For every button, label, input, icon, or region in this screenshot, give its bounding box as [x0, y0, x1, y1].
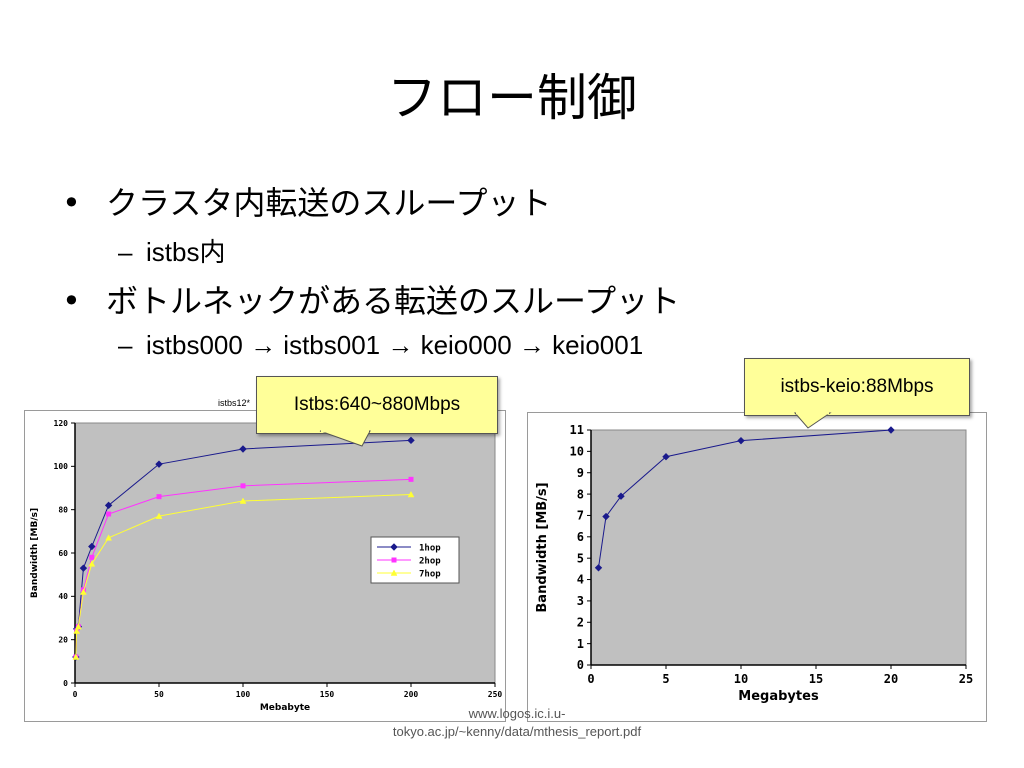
data-point — [617, 492, 625, 500]
y-tick-label: 11 — [570, 423, 584, 437]
legend-label: 2hop — [419, 557, 441, 567]
bullet-2: • ボトルネックがある転送のスループット — [62, 276, 680, 322]
x-axis-label: Mebabyte — [260, 703, 310, 713]
data-point — [106, 511, 112, 517]
data-point — [737, 436, 745, 445]
y-axis-label: Bandwidth [MB/s] — [30, 508, 40, 598]
bullet-dot: • — [62, 282, 81, 320]
bullet-2-text: ボトルネックがある転送のスループット — [106, 282, 681, 320]
callout-right-tail — [793, 412, 832, 429]
sub-bullet-1-text: istbs内 — [146, 237, 226, 267]
legend-label: 1hop — [419, 544, 441, 554]
sub-bullet-2-text: istbs000 → istbs001 → keio000 → keio001 — [146, 330, 644, 360]
sub-bullet-1: – istbs内 — [118, 232, 225, 269]
callout-right: istbs-keio:88Mbps — [744, 358, 970, 416]
data-point — [155, 460, 163, 468]
y-tick-label: 100 — [54, 462, 69, 471]
series-line — [598, 429, 892, 568]
data-point — [89, 554, 95, 560]
bullet-dot: • — [62, 184, 81, 222]
sub-bullet-2: – istbs000 → istbs001 → keio000 → keio001 — [118, 330, 643, 361]
y-tick-label: 10 — [570, 445, 584, 459]
y-tick-label: 6 — [577, 530, 584, 544]
y-tick-label: 2 — [577, 615, 584, 629]
x-tick-label: 150 — [320, 690, 335, 699]
callout-right-text: istbs-keio:88Mbps — [780, 376, 934, 397]
data-point — [602, 512, 610, 521]
bullet-1: • クラスタ内転送のスループット — [62, 178, 551, 224]
data-point — [594, 564, 603, 572]
y-tick-label: 60 — [58, 549, 68, 558]
right-chart: 0 1 2 3 4 5 6 7 8 9 10 11 0 5 10 15 20 25 Megabytes Bandwid… — [535, 423, 973, 704]
x-tick-label: 200 — [404, 690, 419, 699]
data-point — [887, 426, 895, 434]
data-point — [88, 560, 96, 567]
x-tick-label: 25 — [959, 672, 973, 686]
data-point — [407, 490, 415, 498]
data-point — [408, 476, 414, 482]
y-tick-label: 80 — [58, 505, 68, 514]
y-tick-label: 7 — [577, 509, 584, 523]
x-tick-label: 100 — [236, 690, 251, 699]
left-chart-caption: istbs12* — [218, 398, 251, 408]
data-point — [79, 588, 87, 595]
data-point — [73, 627, 81, 634]
data-point — [74, 623, 82, 630]
callout-left: Istbs:640~880Mbps — [256, 376, 498, 434]
data-point — [105, 534, 113, 541]
data-point — [662, 452, 670, 461]
y-tick-label: 0 — [577, 658, 584, 672]
data-point — [407, 436, 415, 445]
y-tick-label: 120 — [54, 419, 69, 428]
y-axis-label: Bandwidth [MB/s] — [535, 482, 550, 612]
x-axis-label: Megabytes — [738, 689, 819, 704]
y-tick-label: 0 — [63, 679, 68, 688]
y-tick-label: 9 — [577, 466, 584, 480]
data-point — [239, 445, 247, 453]
left-chart: 0 20 40 60 80 100 120 0 50 100 150 200 250 Mebabyte Ba… — [30, 419, 503, 713]
data-point — [239, 497, 247, 504]
data-point — [88, 542, 96, 551]
left-chart-frame: 0 20 40 60 80 100 120 0 50 100 150 200 250 Mebabyte Ba… — [24, 410, 506, 722]
x-tick-label: 15 — [809, 672, 823, 686]
legend-label: 7hop — [419, 570, 441, 580]
y-tick-label: 20 — [58, 635, 68, 644]
x-tick-label: 0 — [73, 690, 78, 699]
y-tick-label: 40 — [58, 592, 68, 601]
y-tick-label: 5 — [577, 551, 584, 565]
data-point — [155, 512, 163, 519]
y-tick-label: 8 — [577, 487, 584, 501]
x-tick-label: 50 — [154, 690, 164, 699]
x-tick-label: 10 — [734, 672, 748, 686]
y-tick-label: 3 — [577, 594, 584, 608]
y-tick-label: 1 — [577, 637, 584, 651]
legend-marker — [391, 557, 397, 563]
source-citation: www.logos.ic.i.u-tokyo.ac.jp/~kenny/data… — [392, 706, 642, 739]
bullet-1-text: クラスタ内転送のスループット — [106, 184, 552, 222]
data-point — [72, 653, 80, 660]
y-tick-label: 4 — [577, 573, 584, 587]
data-point — [104, 501, 113, 510]
slide-title: フロー制御 — [387, 69, 637, 127]
legend-marker — [390, 543, 398, 551]
sub-dash: – — [118, 237, 133, 267]
data-point — [240, 483, 246, 489]
x-tick-label: 5 — [662, 672, 669, 686]
legend-marker — [390, 569, 398, 576]
plot-area — [590, 429, 967, 666]
data-point — [79, 564, 88, 572]
x-tick-label: 250 — [488, 690, 503, 699]
data-point — [156, 494, 162, 500]
callout-left-text: Istbs:640~880Mbps — [293, 394, 461, 415]
callout-left-tail — [319, 430, 371, 447]
x-tick-label: 20 — [884, 672, 898, 686]
right-chart-frame: 0 1 2 3 4 5 6 7 8 9 10 11 0 5 10 15 20 25 Megabytes Bandwid… — [527, 412, 987, 722]
sub-dash: – — [118, 330, 133, 360]
x-tick-label: 0 — [587, 672, 594, 686]
